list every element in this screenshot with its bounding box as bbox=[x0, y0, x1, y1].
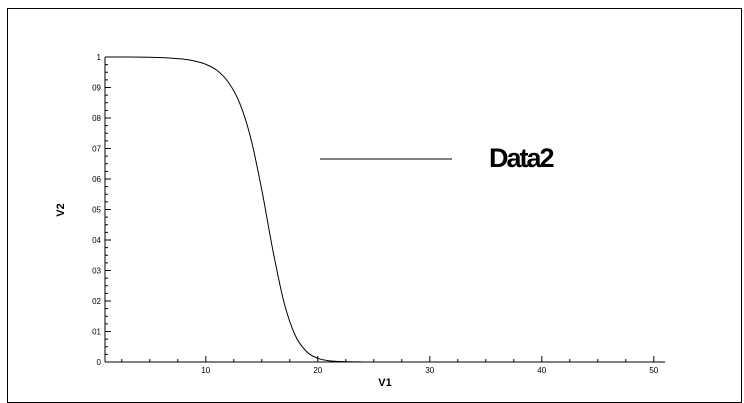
y-tick-label: 05 bbox=[92, 206, 101, 215]
legend-label-data2: Data2 bbox=[489, 143, 554, 173]
x-tick-label: 10 bbox=[201, 366, 210, 375]
x-axis-label: V1 bbox=[378, 377, 391, 389]
y-tick-label: 1 bbox=[97, 53, 102, 62]
y-tick-label: 04 bbox=[92, 236, 101, 245]
y-tick-label: 06 bbox=[92, 175, 101, 184]
ticks bbox=[105, 56, 655, 363]
y-tick-label: 09 bbox=[92, 84, 101, 93]
y-tick-label: 03 bbox=[92, 267, 101, 276]
x-tick-label: 50 bbox=[649, 366, 658, 375]
y-tick-label: 07 bbox=[92, 145, 101, 154]
y-tick-label: 01 bbox=[92, 328, 101, 337]
axes bbox=[104, 57, 665, 363]
y-tick-label: 02 bbox=[92, 297, 101, 306]
x-tick-label: 20 bbox=[313, 366, 322, 375]
plot-frame bbox=[7, 8, 742, 403]
series-line-data2 bbox=[105, 56, 654, 363]
y-axis-label: V2 bbox=[55, 203, 67, 216]
y-tick-label: 0 bbox=[97, 358, 102, 367]
tick-labels: 10 20 30 40 50 0 01 02 03 04 05 06 07 08 09 1 bbox=[92, 53, 659, 375]
x-tick-label: 30 bbox=[425, 366, 434, 375]
y-tick-label: 08 bbox=[92, 114, 101, 123]
x-tick-label: 40 bbox=[537, 366, 546, 375]
